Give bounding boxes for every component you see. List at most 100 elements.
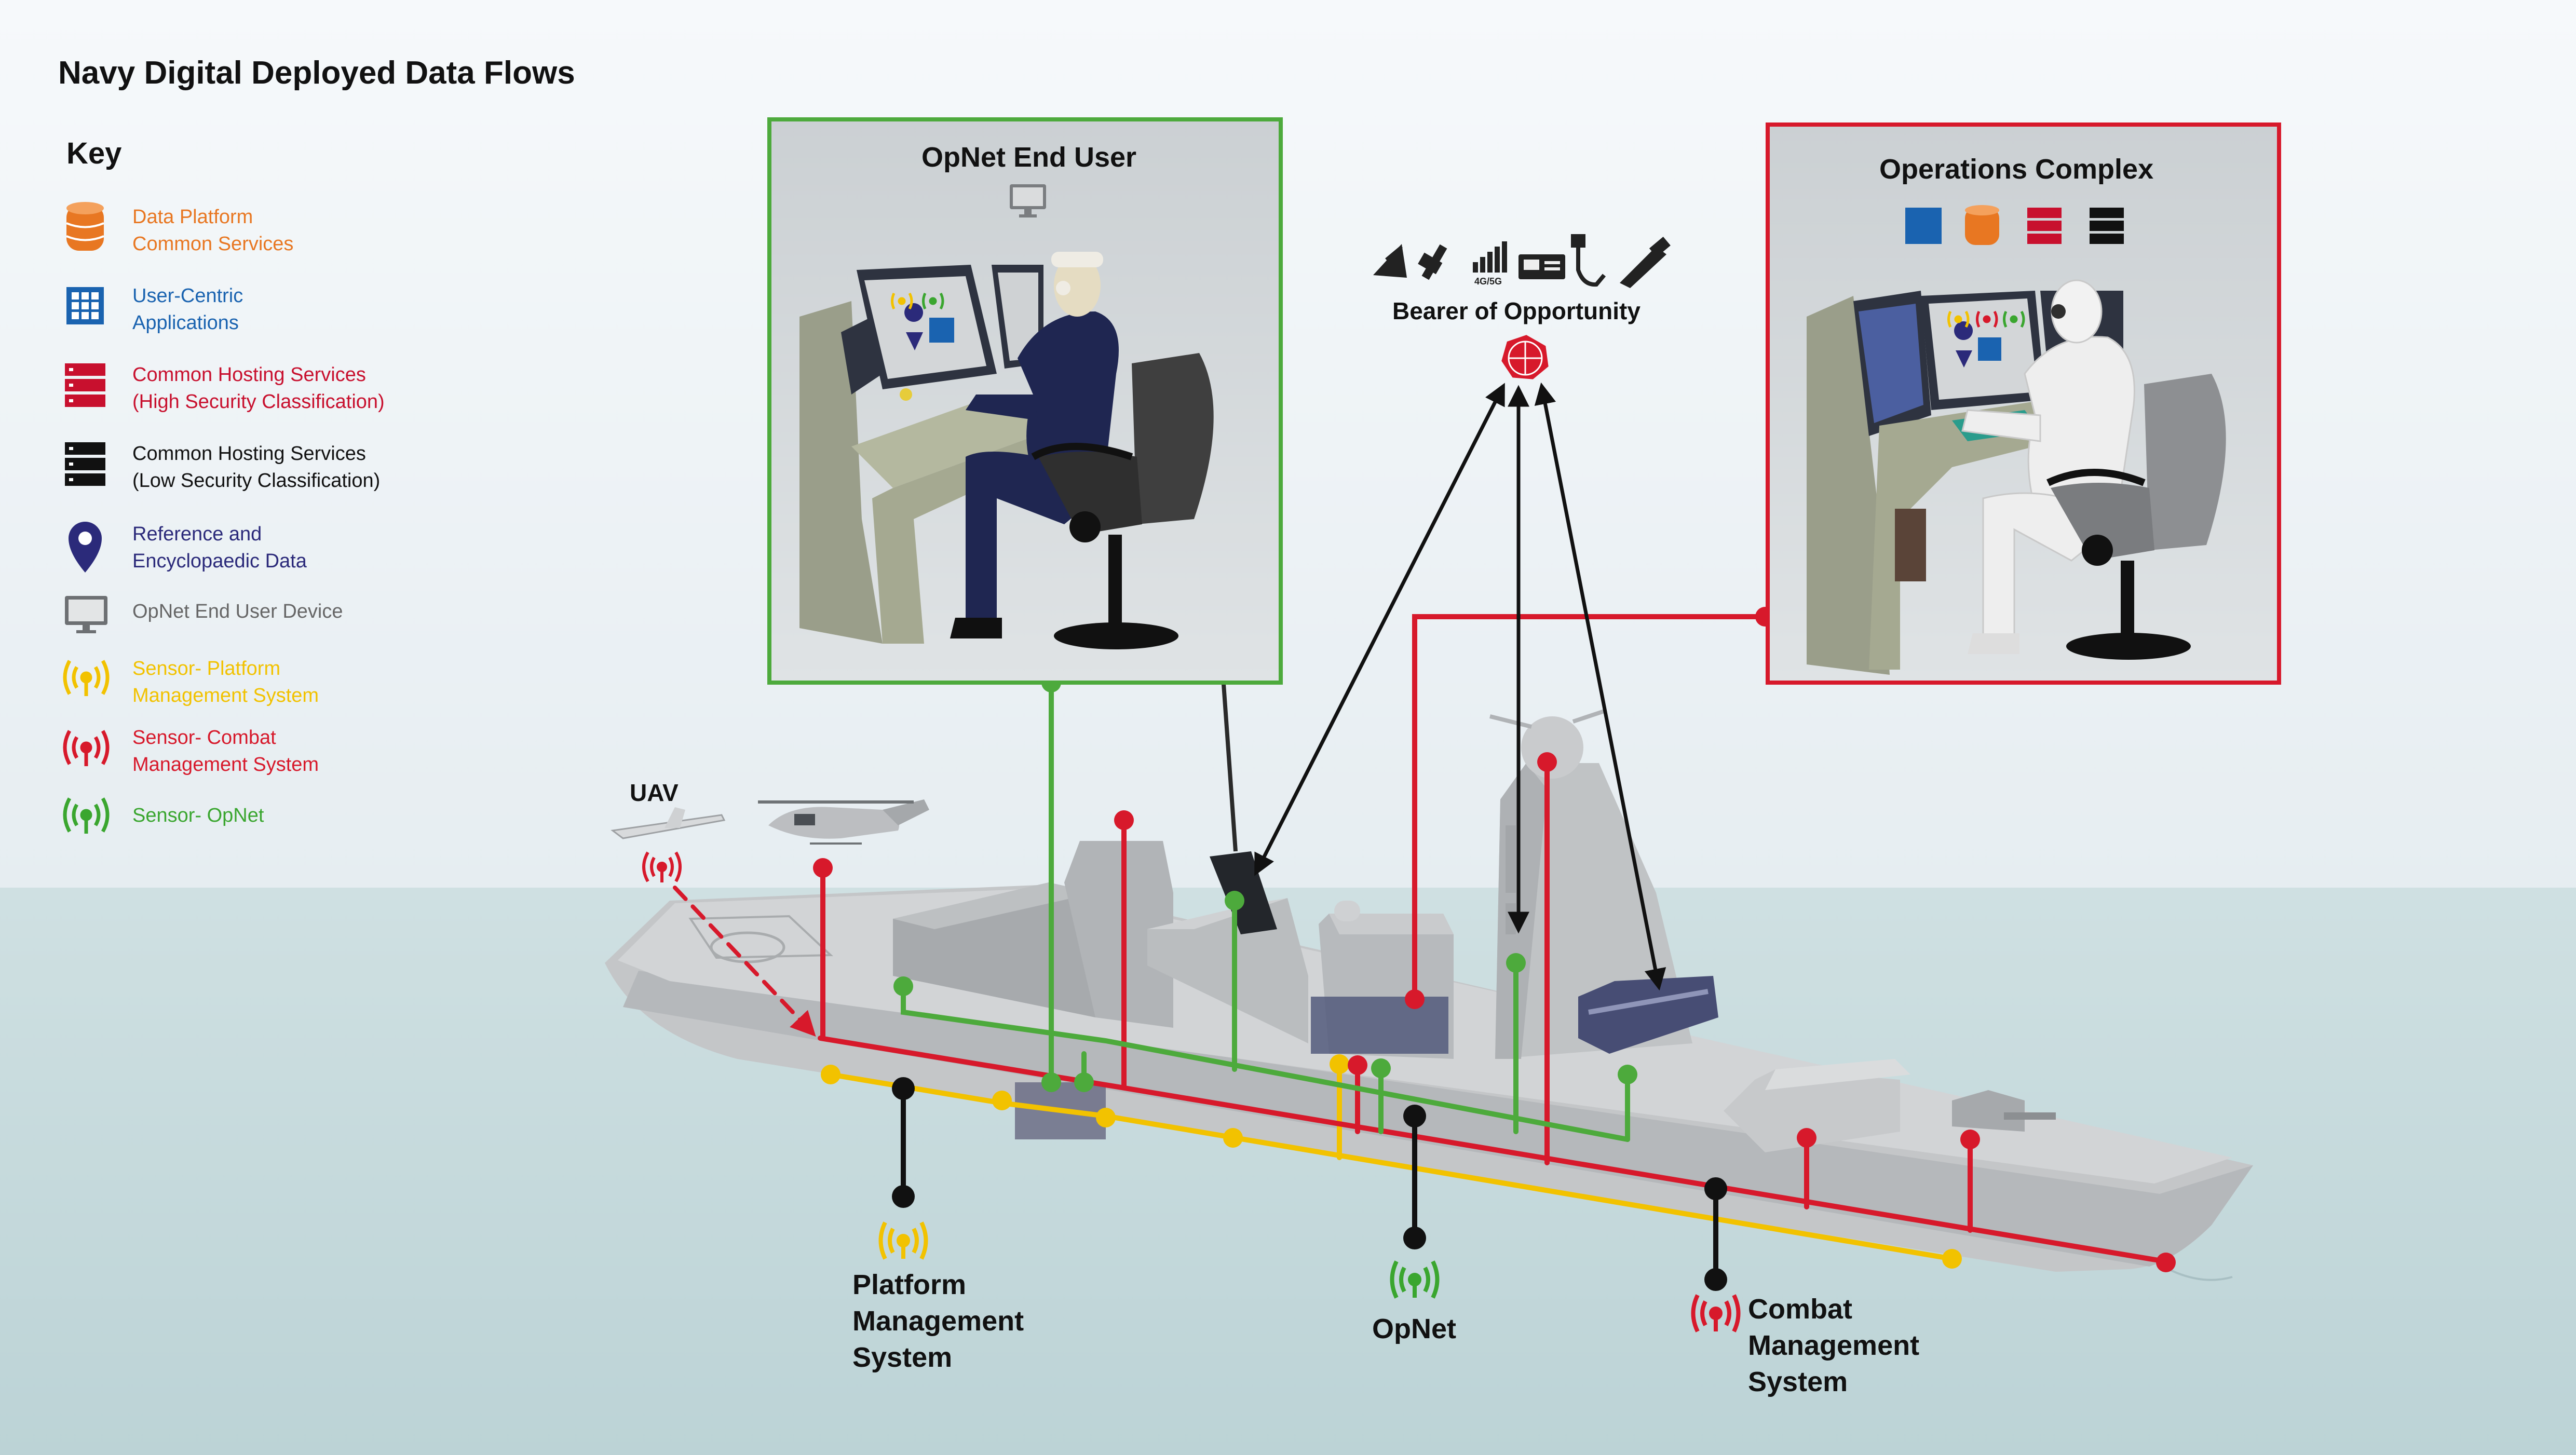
screen-sensor-green-icon [922, 292, 944, 310]
bearer-link-mast [1254, 383, 1505, 876]
sensor-green-icon [63, 797, 110, 834]
opnet-sensor-icon [1390, 1260, 1440, 1299]
network-nodes [813, 607, 2176, 1291]
opnet-end-node [1403, 1227, 1426, 1249]
pms-node [1096, 1108, 1116, 1127]
server-stack-black-icon [2090, 208, 2124, 244]
key-item-sensor-opnet: Sensor- OpNet [62, 802, 478, 859]
key-label-line1: Common Hosting Services [132, 443, 366, 465]
key-label-line2: Encyclopaedic Data [132, 550, 307, 572]
pms-label-line2: Management [852, 1306, 1024, 1337]
monitor-icon [65, 596, 107, 633]
pms-end-node [892, 1185, 915, 1208]
opnet-node [1074, 1072, 1094, 1092]
key-heading: Key [66, 137, 122, 170]
ops-screen-sensor-yellow-icon [1947, 310, 1970, 328]
funnel-block [1064, 841, 1173, 1028]
key-item-hosting-high: Common Hosting Services (High Security C… [62, 361, 478, 418]
key-label-line2: Applications [132, 312, 239, 334]
cms-hub-node [1704, 1177, 1727, 1200]
cms-node [1348, 1055, 1367, 1075]
bearer-of-opportunity-label: Bearer of Opportunity [1392, 297, 1640, 324]
cms-end-node [1704, 1268, 1727, 1291]
key-label-line2: (Low Security Classification) [132, 470, 381, 492]
pms-bus [828, 1072, 1955, 1261]
cms-node [1537, 752, 1557, 772]
key-item-data-platform: Data Platform Common Services [62, 203, 478, 261]
forward-gun [1952, 1090, 2025, 1132]
key-label-line1: Sensor- Combat [132, 727, 276, 749]
screen-sensor-yellow-icon [891, 292, 913, 310]
screen-app-grid-icon [929, 318, 954, 343]
opnet-end-user-title: OpNet End User [921, 142, 1137, 173]
ops-screen-sensor-green-icon [2003, 310, 2025, 328]
key-label-line1: Reference and [132, 523, 262, 545]
database-icon [66, 202, 104, 251]
cms-label-line1: Combat [1748, 1294, 1852, 1325]
pms-node [992, 1091, 1012, 1110]
pms-node [1223, 1128, 1243, 1148]
key-label-line1: Common Hosting Services [132, 364, 366, 386]
uav-label: UAV [630, 779, 679, 806]
key-item-user-centric: User-Centric Applications [62, 282, 478, 339]
server-stack-black-icon [65, 442, 105, 486]
signal-4g5g-text: 4G/5G [1474, 276, 1502, 287]
cms-node [2156, 1253, 2176, 1272]
uav-link [673, 886, 816, 1037]
network-globe-icon [1501, 335, 1549, 379]
uav-sensor-icon [642, 851, 682, 882]
key-label-line1: Sensor- Platform [132, 658, 281, 679]
key-label-line1: User-Centric [132, 285, 243, 307]
server-stack-red-icon [65, 363, 105, 407]
sensor-red-icon [63, 730, 110, 766]
app-grid-icon [1905, 208, 1942, 244]
bearer-of-opportunity: 4G/5G [1373, 234, 1671, 379]
key-label-line1: Data Platform [132, 206, 253, 228]
pms-hub-node [892, 1077, 915, 1100]
opnet-hub-node [1403, 1105, 1426, 1127]
pms-label-line1: Platform [852, 1269, 967, 1300]
server-stack-red-icon [2027, 208, 2062, 244]
mast-base [1210, 851, 1277, 934]
cms-label-line3: System [1748, 1366, 1848, 1397]
key-item-hosting-low: Common Hosting Services (Low Security Cl… [62, 440, 478, 497]
mast-antenna [1221, 669, 1238, 852]
key-label-line1: OpNet End User Device [132, 601, 343, 622]
cms-sensor-icon [1691, 1294, 1741, 1332]
opnet-end-user-panel [767, 117, 1283, 685]
cms-label-line2: Management [1748, 1330, 1920, 1361]
satellite-icon [1418, 244, 1447, 280]
database-icon [1965, 205, 1999, 245]
key-label-line1: Sensor- OpNet [132, 805, 264, 826]
ops-screen-map-pin-icon [1954, 321, 1973, 368]
key-icons [63, 202, 110, 834]
operations-complex-title: Operations Complex [1879, 154, 2154, 185]
cms-node [1114, 810, 1134, 830]
opnet-node [1041, 1072, 1061, 1092]
cable-plug-icon [1571, 234, 1606, 287]
app-grid-icon [66, 287, 104, 324]
satellite-dish-icon [1373, 244, 1407, 278]
pms-sensor-icon [878, 1221, 928, 1260]
forward-deckhouse [1724, 1069, 1900, 1152]
pms-node [1330, 1054, 1349, 1074]
cms-node [1797, 1128, 1816, 1148]
key-item-end-user-device: OpNet End User Device [62, 598, 478, 655]
opnet-bus [901, 984, 1630, 1142]
ship-hull-side [623, 971, 2253, 1267]
pms-node [1942, 1249, 1962, 1269]
cms-label: Combat Management System [1748, 1291, 1919, 1400]
ops-screen-sensor-red-icon [1976, 310, 1998, 328]
operations-chair [2046, 374, 2226, 660]
bridge-block [1147, 898, 1308, 1043]
opnet-node [1506, 953, 1526, 973]
pms-label: Platform Management System [852, 1267, 1024, 1376]
operations-complex-panel [1766, 123, 2281, 685]
key-item-sensor-pms: Sensor- Platform Management System [62, 655, 478, 712]
opnet-chair [1031, 353, 1214, 649]
pms-label-line3: System [852, 1342, 953, 1373]
sensor-dome-small [1334, 901, 1360, 921]
cellular-signal-icon: 4G/5G [1473, 241, 1507, 287]
key-label-line2: (High Security Classification) [132, 391, 385, 413]
